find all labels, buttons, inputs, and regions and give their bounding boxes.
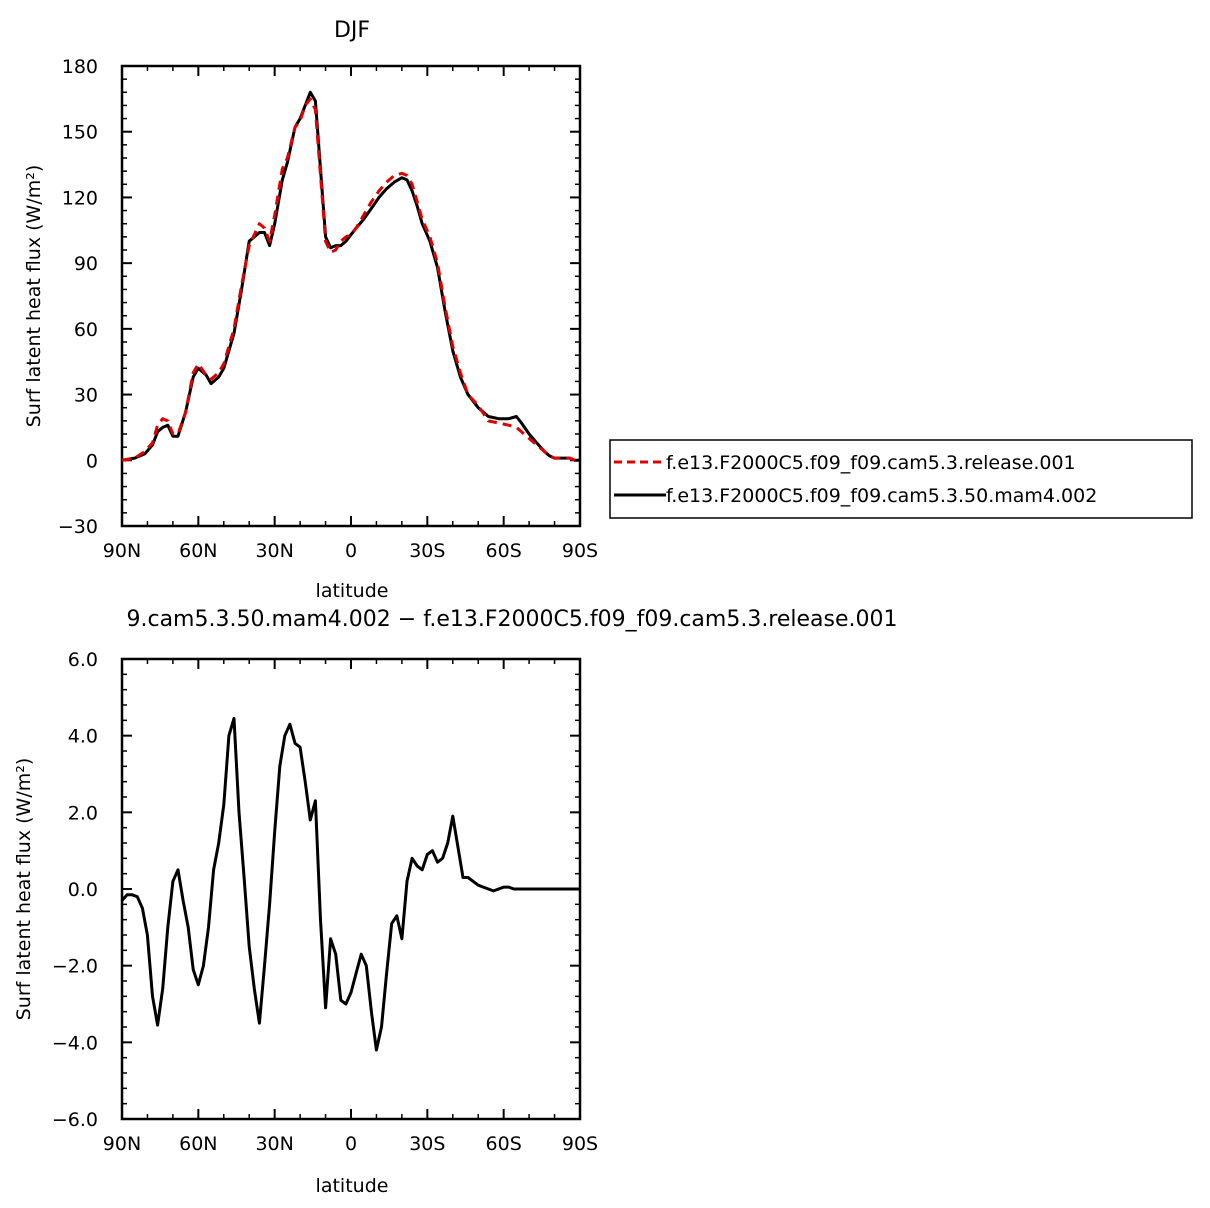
y-tick-label: 150: [62, 122, 98, 144]
y-axis-label-top: Surf latent heat flux (W/m²): [23, 165, 45, 428]
y-tick-label: 30: [74, 385, 98, 407]
legend: f.e13.F2000C5.f09_f09.cam5.3.release.001…: [609, 439, 1193, 519]
legend-label-mam4-002: f.e13.F2000C5.f09_f09.cam5.3.50.mam4.002: [666, 485, 1097, 507]
series-line: [120, 716, 580, 1052]
plot-frame-top: [120, 64, 582, 528]
y-tick-label: −6.0: [52, 1109, 98, 1131]
legend-box: [609, 439, 1193, 519]
y-tick-label: 4.0: [68, 726, 98, 748]
y-tick-label: 120: [62, 187, 98, 209]
x-tick-label: 0: [345, 540, 357, 562]
series-line: [121, 97, 580, 462]
x-tick-label: 60S: [486, 1133, 522, 1155]
y-tick-label: 60: [74, 319, 98, 341]
x-tick-label: 60S: [486, 540, 522, 562]
y-tick-label: 90: [74, 253, 98, 275]
x-axis-label-bottom: latitude: [316, 1175, 389, 1197]
x-tick-label: 30S: [409, 1133, 445, 1155]
x-tick-label: 0: [345, 1133, 357, 1155]
x-tick-label: 60N: [179, 1133, 217, 1155]
chart-panel-difference: 9.cam5.3.50.mam4.002 − f.e13.F2000C5.f09…: [13, 607, 898, 1197]
x-tick-label: 90N: [103, 1133, 141, 1155]
chart-title-difference: 9.cam5.3.50.mam4.002 − f.e13.F2000C5.f09…: [126, 607, 897, 632]
y-tick-label: 6.0: [68, 649, 98, 671]
y-tick-label: −4.0: [52, 1032, 98, 1054]
series-group-top: [121, 90, 580, 462]
y-tick-label: 2.0: [68, 802, 98, 824]
tick-group-bottom: 90N 60N 30N 0 30S 60S 90S −6.0 −4.0 −2.0 0.0 2.0 4.0…: [52, 649, 598, 1155]
x-tick-label: 90N: [103, 540, 141, 562]
y-tick-label: 0: [86, 450, 98, 472]
y-axis-label-bottom: Surf latent heat flux (W/m²): [13, 758, 35, 1021]
y-tick-label: 0.0: [68, 879, 98, 901]
legend-label-release-001: f.e13.F2000C5.f09_f09.cam5.3.release.001: [666, 452, 1076, 474]
tick-group-top: 90N 60N 30N 0 30S 60S 90S −30 0 30 60 90 120 150 180: [58, 56, 598, 562]
x-tick-label: 90S: [562, 540, 598, 562]
chart-panel-djf: DJF 90N 60N 30N 0 30S 60S 90S −30 0 30 60 90 120 150 1…: [23, 18, 598, 602]
x-tick-label: 90S: [562, 1133, 598, 1155]
x-tick-label: 60N: [179, 540, 217, 562]
y-tick-label: −2.0: [52, 956, 98, 978]
series-line: [121, 90, 580, 462]
x-tick-label: 30N: [255, 1133, 293, 1155]
chart-title-djf: DJF: [334, 18, 370, 43]
x-tick-label: 30N: [255, 540, 293, 562]
x-axis-label-top: latitude: [316, 580, 389, 602]
series-group-bottom: [120, 716, 580, 1052]
y-tick-label: 180: [62, 56, 98, 78]
y-tick-label: −30: [58, 516, 98, 538]
x-tick-label: 30S: [409, 540, 445, 562]
